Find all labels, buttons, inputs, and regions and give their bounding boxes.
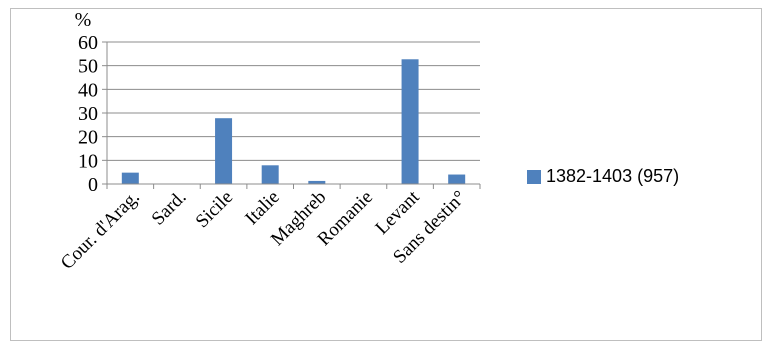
legend-label: 1382-1403 (957) [546,166,680,186]
bar [448,174,466,184]
y-tick-label: 60 [78,32,98,54]
x-tick-label: Sard. [148,187,191,230]
bar [401,59,419,184]
y-tick-label: 40 [78,79,98,101]
legend-swatch [527,169,541,184]
bar [121,172,139,184]
x-tick-label: Italie [241,187,283,229]
bar [215,118,233,184]
bar [261,165,279,184]
bar [308,180,326,184]
x-tick-label: Sicile [192,187,237,232]
legend: 1382-1403 (957) [527,166,679,187]
y-axis-label: % [75,9,92,31]
y-tick-label: 20 [78,127,98,149]
y-tick-label: 0 [88,174,98,196]
y-tick-label: 10 [78,150,98,172]
x-tick-label: Cour. d'Arag. [57,187,144,274]
y-tick-label: 30 [78,103,98,125]
y-tick-label: 50 [78,56,98,78]
